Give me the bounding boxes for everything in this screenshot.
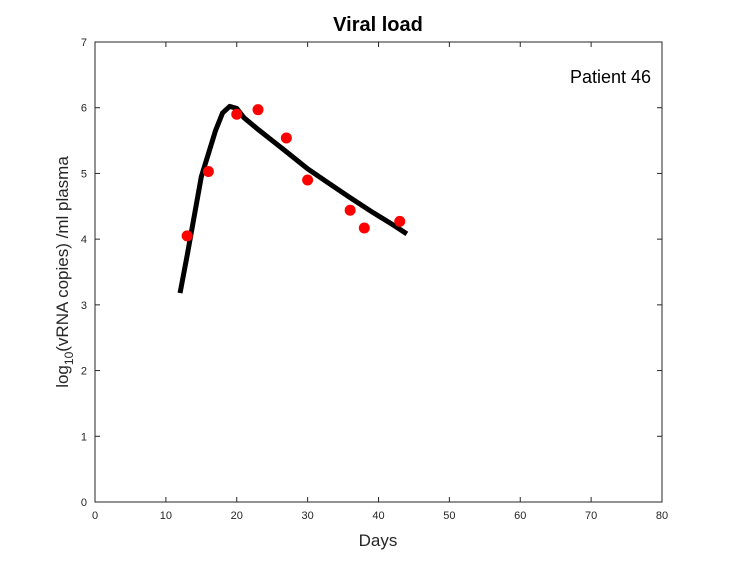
- patient-annotation: Patient 46: [570, 67, 651, 87]
- y-axis-label-suffix: (vRNA copies) /ml plasma: [53, 156, 72, 352]
- axes: 0 10 20 30 40 50 60 70 80 0 1 2 3 4 5 6 7: [81, 37, 668, 522]
- data-points-layer: [181, 104, 406, 242]
- plot-area: [94, 41, 663, 503]
- y-tick-label: 3: [81, 300, 87, 312]
- chart-title: Viral load: [333, 14, 423, 36]
- data-point: [231, 108, 243, 120]
- x-tick-label: 10: [160, 510, 172, 522]
- y-tick-label: 6: [81, 103, 87, 115]
- x-tick-label: 50: [443, 510, 455, 522]
- data-point: [344, 204, 356, 216]
- x-tick-label: 0: [92, 510, 98, 522]
- data-point: [202, 165, 214, 177]
- data-point: [394, 215, 406, 227]
- data-point: [181, 230, 193, 242]
- y-tick-label: 2: [81, 366, 87, 378]
- y-tick-label: 1: [81, 431, 87, 443]
- data-point: [358, 222, 370, 234]
- data-point: [252, 104, 264, 116]
- data-point: [280, 132, 292, 144]
- y-axis-label: log10(vRNA copies) /ml plasma: [53, 156, 76, 388]
- data-point: [302, 174, 314, 186]
- y-tick-label: 5: [81, 168, 87, 180]
- model-curve: [177, 103, 409, 294]
- x-tick-label: 70: [585, 510, 597, 522]
- x-tick-label: 80: [656, 510, 668, 522]
- y-axis-label-subscript: 10: [62, 351, 76, 365]
- x-axis-label: Days: [359, 531, 398, 550]
- y-tick-label: 7: [81, 37, 87, 49]
- x-tick-label: 40: [372, 510, 384, 522]
- x-tick-label: 20: [231, 510, 243, 522]
- x-tick-label: 30: [302, 510, 314, 522]
- model-curve-layer: [177, 103, 409, 294]
- x-tick-label: 60: [514, 510, 526, 522]
- y-axis-label-prefix: log: [53, 365, 72, 388]
- y-tick-label: 0: [81, 497, 87, 509]
- y-tick-label: 4: [81, 234, 87, 246]
